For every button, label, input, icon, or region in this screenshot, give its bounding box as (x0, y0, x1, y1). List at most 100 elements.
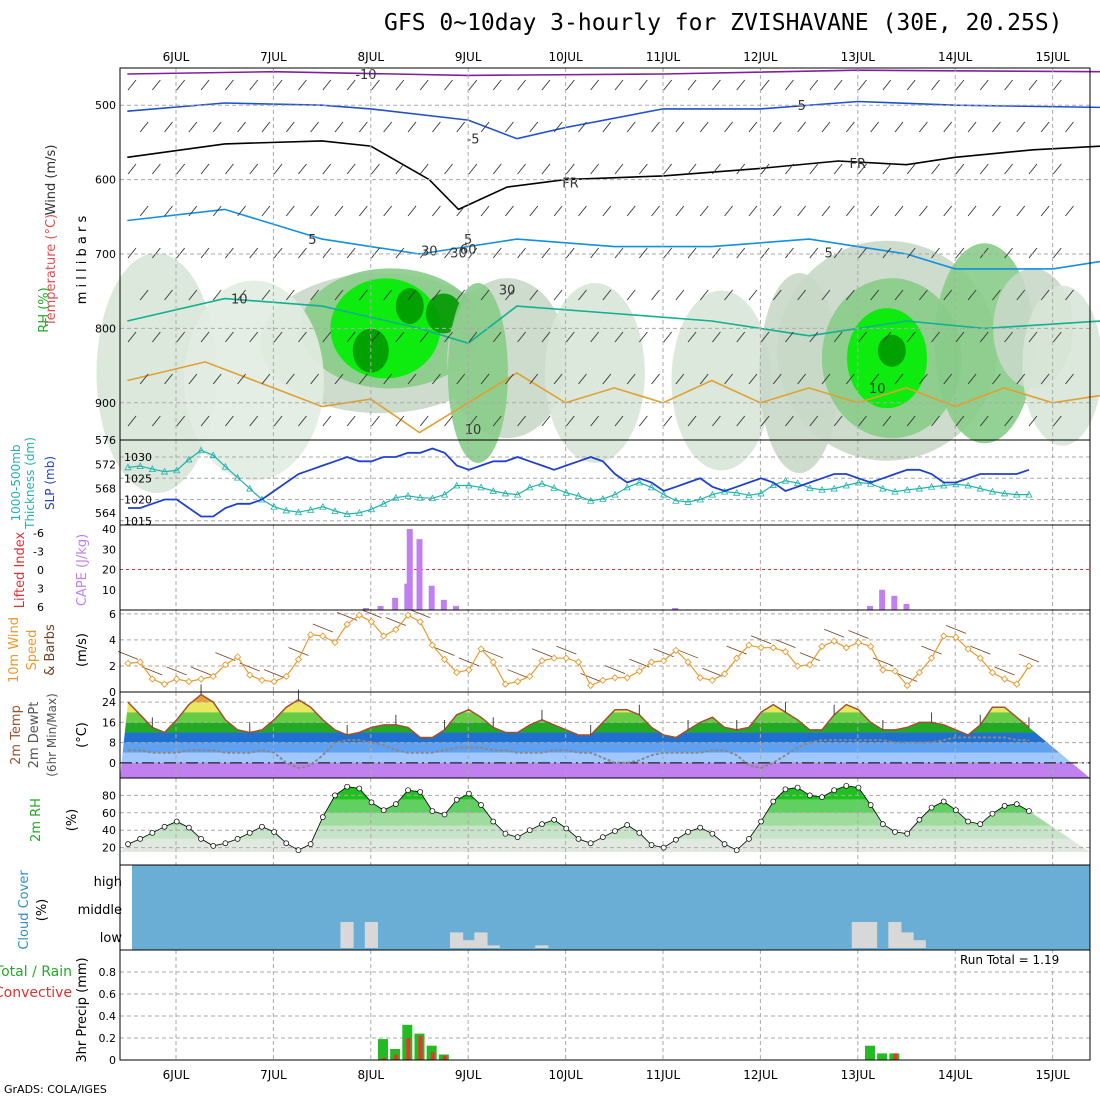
wind-barb (261, 121, 271, 133)
rh-shading (877, 334, 906, 367)
low-cloud-bar (450, 932, 464, 948)
wind-barb (675, 121, 685, 133)
wind-barb (638, 331, 648, 343)
temperature-contour (127, 140, 1100, 211)
rh-point (599, 834, 606, 841)
rh-point (332, 792, 338, 799)
wind-barb (651, 205, 660, 217)
cape-panel (119, 524, 1091, 611)
rh-point (770, 798, 777, 805)
wind-barb (785, 247, 794, 259)
thickness-point (294, 508, 303, 516)
wind-barb (200, 79, 210, 91)
wind-barb (1004, 79, 1013, 91)
wind-barb (188, 121, 198, 133)
wind-speed-point (696, 674, 704, 682)
rh-band (120, 838, 1090, 852)
wind-barb (444, 163, 453, 175)
thickness-label-1: 1000-500mb (9, 444, 23, 521)
x-tick-label-bottom: 12JUL (743, 1068, 778, 1082)
rh-point (1001, 802, 1008, 809)
slp-label: SLP (mb) (43, 456, 57, 510)
thickness-point (647, 483, 656, 491)
wind-barb-10m (604, 665, 626, 675)
wind-barb (772, 289, 782, 301)
wind-barb (407, 121, 417, 133)
cape-label: CAPE (J/kg) (75, 534, 90, 606)
contour-label: 5 (464, 233, 472, 248)
wind-barb (151, 247, 161, 259)
wind-barb (724, 373, 733, 385)
wind-barb (395, 415, 405, 427)
rh-point (977, 821, 984, 827)
wind-barb-10m (1018, 653, 1040, 663)
wind-barb (1040, 289, 1050, 301)
thickness-point (818, 485, 826, 493)
wind-barb (736, 331, 746, 343)
wind-barb (456, 121, 466, 133)
temperature-contour (127, 69, 1100, 77)
wind-barb (273, 247, 283, 259)
wind-barb (334, 121, 344, 133)
thickness-point (1013, 490, 1021, 498)
wind-speed-point (513, 677, 522, 686)
wind-speed-point (246, 671, 254, 679)
contour-label: -5 (467, 133, 480, 148)
wind-barb (1028, 415, 1038, 427)
wind-barb (505, 373, 514, 385)
rh-point (892, 829, 898, 835)
cloud-level-label: high (94, 875, 122, 890)
wind-barb (699, 289, 709, 301)
wind-barb (919, 289, 928, 301)
rh-point (453, 796, 460, 803)
x-tick-label-top: 12JUL (743, 50, 778, 64)
wind-barb (1040, 205, 1050, 217)
wind-barb-10m (726, 645, 747, 655)
wind-barb (675, 205, 685, 217)
wind-barb (346, 79, 356, 91)
wind-barb (712, 79, 721, 91)
wind-barb (383, 205, 393, 217)
wind-speed-point (355, 611, 363, 619)
thickness-point (1025, 490, 1033, 498)
wind-barb-10m (385, 617, 406, 626)
wind-speed-point (538, 657, 546, 665)
wind-barb (249, 79, 259, 91)
thickness-point (867, 479, 875, 487)
precip-axis-label: 3hr Precip (mm) (75, 957, 90, 1062)
cape-tick-label: 20 (102, 564, 116, 577)
rh-tick-label: 80 (102, 789, 116, 802)
rh-point (222, 840, 229, 847)
wind-barb (432, 205, 441, 217)
wind-speed-point (319, 632, 327, 640)
wind-barb (261, 205, 271, 217)
thickness-point (160, 467, 169, 475)
wind-speed-point (209, 672, 217, 681)
wind-speed-point (270, 677, 278, 686)
wind-barb (565, 415, 575, 427)
wind-barb (809, 247, 819, 259)
wind-barb-10m (312, 623, 333, 633)
thickness-point (404, 492, 412, 499)
thickness-point (343, 510, 351, 517)
lifted-tick-label: -6 (33, 527, 44, 540)
wind-barb (480, 121, 490, 133)
wind-barb-10m (556, 645, 577, 655)
thickness-point (416, 493, 424, 501)
wind-barb (225, 163, 234, 175)
wind-barb (310, 205, 319, 217)
wind-speed-point (964, 645, 972, 653)
pressure-tick-label: 900 (95, 397, 116, 410)
rh-point (940, 798, 947, 805)
wind-barb-10m (921, 645, 942, 655)
x-tick-label-bottom: 7JUL (260, 1068, 287, 1082)
wind-barb (809, 79, 819, 91)
wind-barb-10m (702, 667, 723, 677)
thickness-point (915, 484, 924, 492)
cape-bar (440, 599, 447, 610)
rh-point (648, 842, 655, 848)
wind-barb-10m (142, 666, 163, 676)
wind-speed-point (574, 658, 583, 666)
thickness-line (127, 449, 1029, 515)
wind-barb (1016, 289, 1026, 301)
